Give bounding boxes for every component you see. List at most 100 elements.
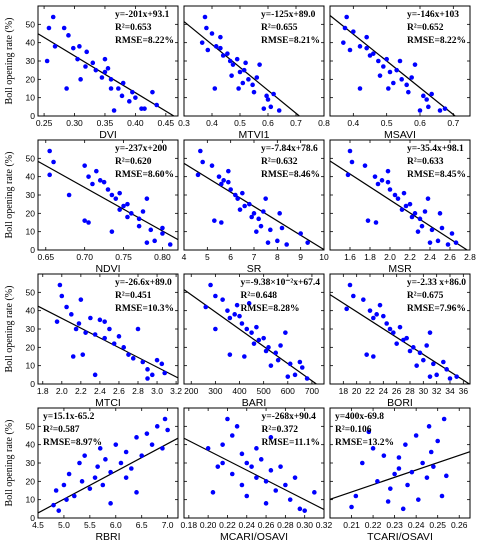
x-tick-label: 0.6 <box>262 118 274 128</box>
data-point <box>83 330 88 335</box>
data-point <box>263 501 269 506</box>
data-point <box>150 89 155 95</box>
data-point <box>283 482 288 488</box>
data-point <box>266 345 271 350</box>
x-tick-label: 0.8 <box>318 118 330 128</box>
data-point <box>403 203 409 209</box>
y-tick-label: 40 <box>26 38 36 48</box>
x-tick-label: 300 <box>208 386 222 396</box>
regression-equation: y=-7.84x+78.6 <box>261 144 318 154</box>
data-point <box>167 242 173 247</box>
data-point <box>218 45 223 51</box>
data-point <box>444 473 449 479</box>
data-point <box>61 482 67 488</box>
x-tick-label: 36 <box>459 386 469 396</box>
data-point <box>258 457 264 462</box>
data-point <box>419 223 425 229</box>
data-point <box>229 433 235 438</box>
data-point <box>405 482 410 488</box>
data-point <box>227 352 233 357</box>
r-squared-label: R²=0.372 <box>262 425 299 435</box>
y-tick-label: 20 <box>26 74 36 84</box>
x-tick-label: 2.6 <box>113 386 125 396</box>
data-point <box>154 424 160 429</box>
rmse-label: RMSE=8.22% <box>115 36 174 46</box>
data-point <box>435 238 441 244</box>
data-point <box>409 75 414 80</box>
data-point <box>244 493 250 499</box>
scatter-panel-dvi: 0.25 0.30 0.35 0.40 0.45 0 10 20 30 40 50 y=-201x+9… <box>4 5 179 141</box>
data-point <box>160 446 165 451</box>
data-point <box>51 159 56 165</box>
regression-line <box>183 21 300 117</box>
data-point <box>277 211 282 216</box>
data-point <box>375 181 381 187</box>
data-point <box>394 341 399 346</box>
data-point <box>407 201 413 207</box>
x-tick-label: 0.26 <box>451 520 468 530</box>
data-point <box>108 86 114 91</box>
data-point <box>399 207 405 212</box>
data-point <box>305 240 310 245</box>
data-point <box>232 312 237 317</box>
data-point <box>220 460 225 466</box>
data-point <box>371 51 376 56</box>
data-point <box>254 324 259 330</box>
data-point <box>392 192 398 198</box>
data-point <box>431 464 436 469</box>
data-point <box>246 77 251 82</box>
data-point <box>154 357 160 363</box>
x-tick-label: 2.2 <box>75 386 87 396</box>
data-point <box>444 367 449 372</box>
x-tick-label: 2.0 <box>56 386 68 396</box>
data-point <box>119 93 125 99</box>
data-point <box>427 374 433 379</box>
data-point <box>392 471 397 477</box>
data-point <box>373 220 379 225</box>
data-point <box>407 348 413 354</box>
data-point <box>427 240 433 245</box>
data-point <box>244 326 250 332</box>
regression-equation: y=-201x+93.1 <box>115 10 170 20</box>
scatter-panel-msavi: 0.4 0.5 0.6 0.7 y=-146x+103 R²=0.652 RMSE=8.22… <box>329 5 471 141</box>
data-point <box>240 190 245 196</box>
data-point <box>203 304 209 310</box>
data-point <box>69 312 74 317</box>
regression-equation: y=-125x+89.0 <box>261 10 316 20</box>
data-point <box>199 40 205 45</box>
data-point <box>129 466 134 471</box>
x-tick-label: 700 <box>305 386 319 396</box>
rmse-label: RMSE=8.45% <box>407 170 466 180</box>
plot-frame <box>183 5 325 117</box>
data-point <box>384 56 389 62</box>
plot-frame <box>329 407 471 519</box>
x-tick-label: 30 <box>419 386 429 396</box>
plot-frame <box>37 5 179 117</box>
data-point <box>284 242 289 247</box>
data-point <box>409 214 415 220</box>
data-point <box>412 211 418 216</box>
data-point <box>263 196 268 201</box>
data-point <box>200 159 205 165</box>
y-tick-label: 30 <box>26 190 36 200</box>
x-tick-label: 0.7 <box>447 118 459 128</box>
data-point <box>133 95 138 100</box>
data-point <box>236 86 241 91</box>
data-point <box>210 490 216 495</box>
regression-line <box>37 305 179 379</box>
y-axis-label: Boll opening rate (%) <box>4 420 15 507</box>
data-point <box>409 469 415 475</box>
y-tick-label: 0 <box>30 379 35 389</box>
data-point <box>371 354 376 359</box>
regression-line <box>329 15 456 117</box>
data-point <box>242 203 247 209</box>
r-squared-label: R²=0.648 <box>240 291 277 301</box>
data-point <box>381 453 387 458</box>
data-point <box>254 229 259 234</box>
data-point <box>254 475 259 480</box>
data-point <box>249 464 254 469</box>
data-point <box>71 45 76 51</box>
x-tick-label: 32 <box>432 386 442 396</box>
x-axis-label: SR <box>247 263 262 275</box>
plot-frame <box>37 139 179 251</box>
